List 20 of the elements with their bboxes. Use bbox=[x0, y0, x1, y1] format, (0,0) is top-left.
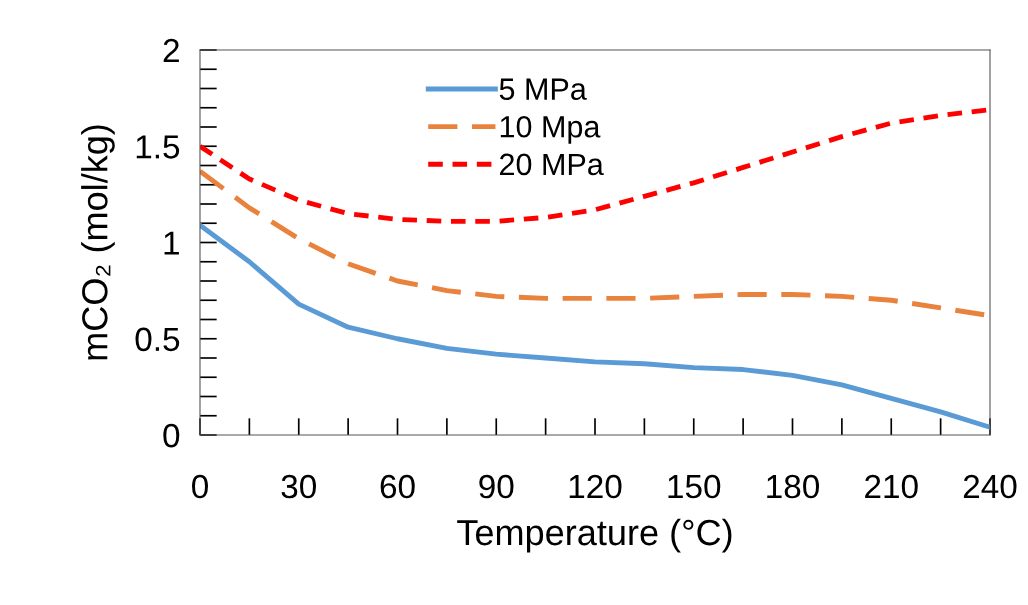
legend-label: 20 MPa bbox=[500, 153, 604, 176]
x-tick-label: 180 bbox=[767, 474, 820, 499]
x-tick-label: 0 bbox=[192, 474, 208, 499]
x-axis-title: Temperature (°C) bbox=[457, 518, 732, 553]
y-tick-label: 0.5 bbox=[135, 327, 180, 352]
x-tick-label: 120 bbox=[569, 474, 622, 499]
y-tick-label: 0 bbox=[163, 423, 180, 448]
x-tick-label: 210 bbox=[865, 474, 918, 499]
line-series bbox=[200, 222, 990, 430]
y-axis-title: mCO₂ (mol/kg) bbox=[81, 125, 115, 360]
y-tick-label: 1 bbox=[164, 231, 179, 255]
x-tick-label: 240 bbox=[963, 474, 1017, 499]
x-tick-label: 150 bbox=[668, 474, 721, 499]
legend-label: 5 MPa bbox=[499, 78, 587, 100]
y-tick-label: 2 bbox=[163, 38, 179, 63]
x-tick-label: 60 bbox=[380, 474, 415, 499]
x-tick-label: 30 bbox=[281, 474, 316, 499]
x-tick-label: 90 bbox=[479, 474, 514, 499]
y-tick-label: 1.5 bbox=[136, 135, 180, 159]
legend-label: 10 Mpa bbox=[500, 115, 601, 144]
